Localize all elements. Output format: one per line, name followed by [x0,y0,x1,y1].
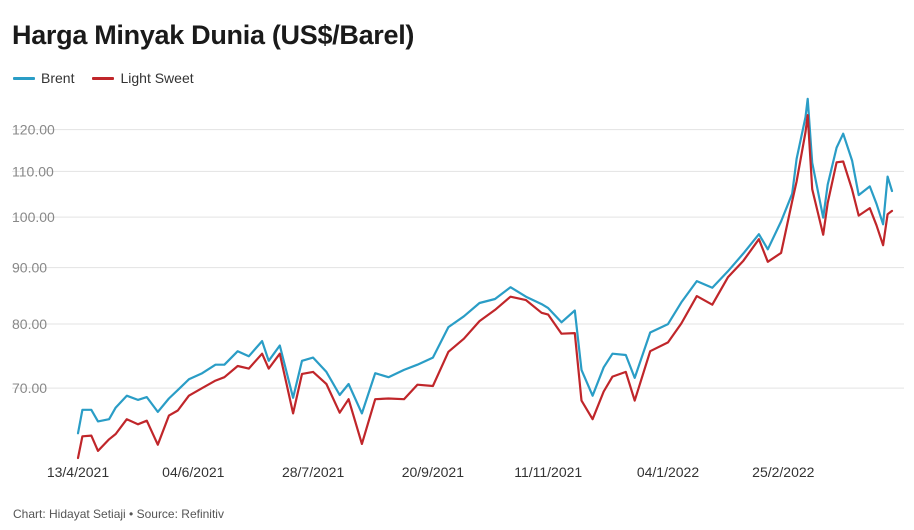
y-tick-label: 90.00 [12,260,47,276]
y-tick-label: 70.00 [12,380,47,396]
chart-legend: Brent Light Sweet [13,70,194,86]
legend-swatch-brent [13,76,35,80]
legend-label-light-sweet: Light Sweet [120,70,194,86]
light-sweet-line [76,114,894,460]
brent-line [76,97,894,435]
y-tick-label: 80.00 [12,316,47,332]
y-tick-label: 120.00 [12,122,55,138]
x-tick-label: 25/2/2022 [752,464,814,480]
x-tick-label: 28/7/2021 [282,464,344,480]
x-tick-label: 04/6/2021 [162,464,224,480]
chart-footer: Chart: Hidayat Setiaji • Source: Refinit… [13,507,224,521]
grid-layer [12,129,904,389]
y-axis-ticks: 70.00 80.00 90.00 100.00 110.00 120.00 [12,122,55,396]
y-tick-label: 110.00 [12,163,54,179]
legend-swatch-light-sweet [92,76,115,80]
x-tick-label: 04/1/2022 [637,464,699,480]
x-tick-label: 13/4/2021 [47,464,109,480]
x-tick-label: 11/11/2021 [514,464,582,480]
legend-label-brent: Brent [41,70,75,86]
series-layer [76,97,894,460]
y-tick-label: 100.00 [12,209,55,225]
legend-item-light-sweet: Light Sweet [92,70,194,86]
x-axis-ticks: 13/4/2021 04/6/2021 28/7/2021 20/9/2021 11/1… [47,464,815,480]
chart-title: Harga Minyak Dunia (US$/Barel) [12,20,415,50]
legend-item-brent: Brent [13,70,74,86]
x-tick-label: 20/9/2021 [402,464,464,480]
